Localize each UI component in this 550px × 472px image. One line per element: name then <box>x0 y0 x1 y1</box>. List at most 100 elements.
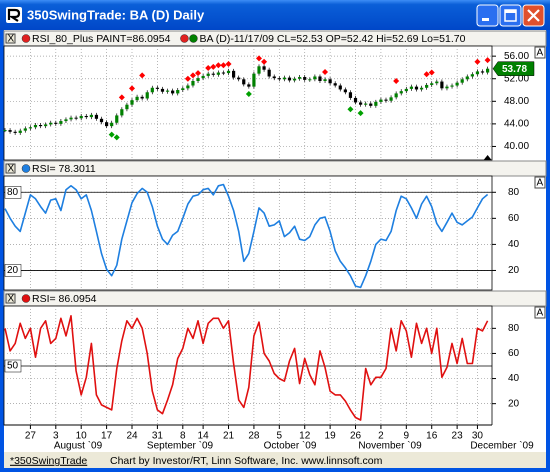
signal-up <box>184 75 191 82</box>
candle <box>74 117 78 119</box>
candle <box>257 66 261 74</box>
pane-close-label[interactable]: X <box>8 294 15 305</box>
signal-down <box>108 131 115 138</box>
candle <box>115 115 119 123</box>
cursor-marker <box>483 155 492 160</box>
x-tick-label: 2 <box>378 431 384 442</box>
x-tick-label: 12 <box>299 431 311 442</box>
minimize-button[interactable] <box>476 4 499 27</box>
title-bar <box>0 0 550 30</box>
legend-icon <box>180 34 189 43</box>
candle <box>59 121 63 124</box>
candle <box>54 122 58 124</box>
candle <box>465 76 469 80</box>
scale-label[interactable]: A <box>537 308 544 319</box>
y-tick-label: 60 <box>508 213 520 224</box>
y-tick-label: 52.00 <box>504 73 529 84</box>
legend-label: RSI= 86.0954 <box>32 293 97 305</box>
reference-label-box <box>4 264 22 277</box>
candle <box>69 117 73 120</box>
y-tick-label: 80 <box>508 187 520 198</box>
candle <box>33 125 38 128</box>
month-label: September `09 <box>147 440 214 452</box>
reference-label-box <box>4 186 22 199</box>
signal-down <box>245 90 252 97</box>
candle <box>145 92 149 99</box>
signal-up <box>195 70 202 77</box>
candle <box>313 76 317 80</box>
month-label: August `09 <box>54 440 103 452</box>
signal-up <box>225 61 232 68</box>
candle <box>450 85 454 87</box>
x-tick-label: 19 <box>325 431 337 442</box>
candle <box>135 96 139 101</box>
x-tick-label: 5 <box>277 431 283 442</box>
close-window-button[interactable] <box>522 4 545 27</box>
candle <box>277 78 281 80</box>
candle <box>399 91 403 94</box>
candle <box>84 115 88 118</box>
signal-up <box>215 62 222 69</box>
candle <box>328 79 332 84</box>
signal-up <box>423 71 430 78</box>
candle <box>23 128 27 131</box>
pane-close-box <box>5 163 16 174</box>
candle <box>389 97 393 101</box>
candle <box>242 79 246 85</box>
candle <box>267 69 271 77</box>
candle <box>99 118 104 123</box>
signal-up <box>118 94 125 101</box>
candle <box>120 109 124 116</box>
scale-label[interactable]: A <box>537 48 544 59</box>
y-tick-label: 20 <box>508 398 520 409</box>
window-title: 350SwingTrade: BA (D) Daily <box>27 7 205 22</box>
scale-label[interactable]: A <box>537 178 544 189</box>
legend-icon <box>21 294 31 303</box>
signal-up <box>428 69 435 76</box>
pane-close-label[interactable]: X <box>8 164 15 175</box>
status-tab[interactable]: *350SwingTrade <box>10 455 87 467</box>
legend-icon <box>189 34 198 43</box>
candle <box>480 71 485 73</box>
y-tick-label: 40 <box>508 373 520 384</box>
candle <box>414 86 419 90</box>
legend-icon <box>21 34 31 43</box>
candle <box>425 84 429 88</box>
legend-label: RSI_80_Plus PAINT=86.0954 <box>32 33 171 45</box>
candle <box>221 72 226 74</box>
candle <box>486 68 490 73</box>
signal-down <box>357 110 364 117</box>
candle <box>303 77 307 80</box>
x-tick-label: 30 <box>472 431 484 442</box>
x-axis-band <box>4 425 546 452</box>
month-label: November `09 <box>358 440 422 452</box>
candle <box>298 77 302 79</box>
signal-up <box>129 85 135 92</box>
candle <box>333 83 337 86</box>
candle <box>353 97 358 103</box>
candle <box>475 71 480 75</box>
candle <box>435 81 439 84</box>
signal-up <box>189 72 196 79</box>
pane-close-label[interactable]: X <box>8 34 15 45</box>
signal-up <box>205 65 212 72</box>
candle <box>287 77 292 81</box>
candle <box>196 78 200 81</box>
reference-label: 20 <box>7 265 19 276</box>
status-text: Chart by Investor/RT, Linn Software, Inc… <box>110 455 383 467</box>
reference-label-box <box>4 359 22 373</box>
candle <box>125 104 129 110</box>
maximize-button[interactable] <box>499 4 522 27</box>
candle <box>201 75 205 79</box>
x-tick-label: 10 <box>76 431 88 442</box>
x-tick-label: 8 <box>180 431 186 442</box>
candle <box>206 73 210 76</box>
candle <box>359 102 363 105</box>
candle <box>44 124 48 127</box>
legend-label: RSI= 78.3011 <box>32 163 96 175</box>
candle <box>394 93 398 98</box>
candle <box>237 77 241 80</box>
candle <box>430 83 434 85</box>
candle <box>216 72 220 75</box>
